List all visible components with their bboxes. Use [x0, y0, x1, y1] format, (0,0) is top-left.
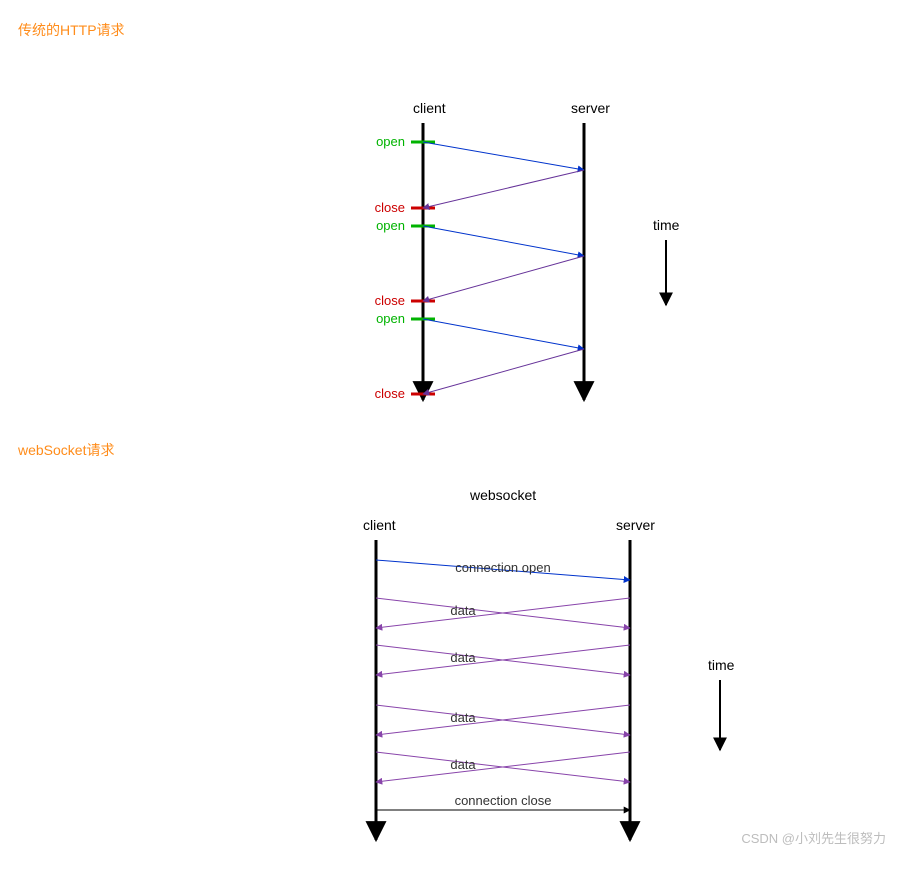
response-arrow: [423, 256, 584, 301]
time-label: time: [653, 217, 680, 233]
close-label: close: [375, 200, 405, 215]
open-label: open: [376, 134, 405, 149]
http-diagram: client server open close open close open close t…: [18, 50, 888, 410]
http-sequence-svg: client server open close open close open close t…: [18, 50, 718, 410]
open-label: open: [376, 218, 405, 233]
close-label: close: [375, 293, 405, 308]
request-arrow: [423, 142, 584, 170]
csdn-watermark: CSDN @小刘先生很努力: [741, 828, 886, 847]
data-label: data: [450, 757, 476, 772]
websocket-diagram: websocket client server connection open data…: [18, 470, 888, 850]
data-label: data: [450, 603, 476, 618]
connection-close-label: connection close: [455, 793, 552, 808]
request-arrow: [423, 226, 584, 256]
open-label: open: [376, 311, 405, 326]
client-label: client: [413, 100, 446, 116]
spacer: [18, 410, 888, 440]
server-label: server: [571, 100, 610, 116]
data-label: data: [450, 650, 476, 665]
websocket-section-title: webSocket请求: [18, 440, 888, 460]
connection-open-label: connection open: [455, 560, 550, 575]
response-arrow: [423, 170, 584, 208]
data-label: data: [450, 710, 476, 725]
server-label: server: [616, 517, 655, 533]
time-label: time: [708, 657, 735, 673]
client-label: client: [363, 517, 396, 533]
response-arrow: [423, 349, 584, 394]
close-label: close: [375, 386, 405, 401]
websocket-title: websocket: [469, 487, 536, 503]
http-section-title: 传统的HTTP请求: [18, 20, 888, 40]
websocket-sequence-svg: websocket client server connection open data…: [18, 470, 778, 850]
request-arrow: [423, 319, 584, 349]
